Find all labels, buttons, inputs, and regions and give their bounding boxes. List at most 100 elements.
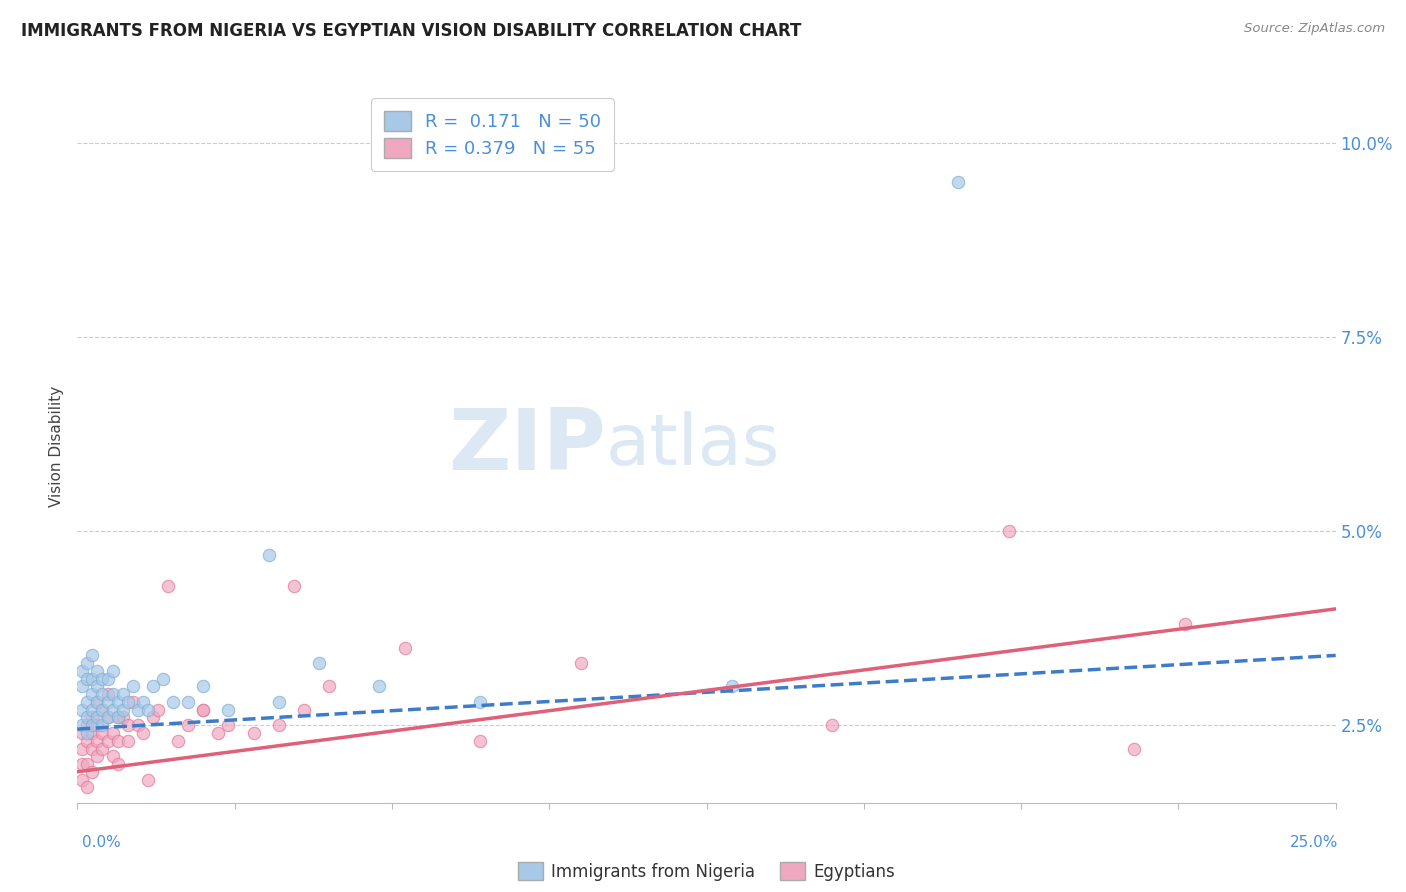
Point	[267, 695, 290, 709]
Point	[107, 757, 129, 772]
Point	[117, 733, 139, 747]
Text: IMMIGRANTS FROM NIGERIA VS EGYPTIAN VISION DISABILITY CORRELATION CHART: IMMIGRANTS FROM NIGERIA VS EGYPTIAN VISI…	[21, 22, 801, 40]
Point	[132, 726, 155, 740]
Point	[101, 687, 124, 701]
Point	[177, 695, 200, 709]
Point	[167, 733, 190, 747]
Point	[121, 695, 143, 709]
Point	[76, 733, 98, 747]
Point	[207, 726, 229, 740]
Text: ZIP: ZIP	[449, 404, 606, 488]
Point	[91, 703, 114, 717]
Point	[107, 710, 129, 724]
Point	[1123, 741, 1146, 756]
Point	[267, 718, 290, 732]
Point	[997, 524, 1019, 539]
Point	[468, 695, 491, 709]
Point	[101, 749, 124, 764]
Point	[117, 695, 139, 709]
Point	[76, 656, 98, 670]
Point	[76, 726, 98, 740]
Point	[308, 656, 330, 670]
Point	[569, 656, 592, 670]
Point	[72, 718, 94, 732]
Point	[72, 664, 94, 678]
Point	[111, 710, 134, 724]
Point	[86, 695, 108, 709]
Point	[121, 680, 143, 694]
Point	[82, 710, 104, 724]
Point	[82, 687, 104, 701]
Point	[101, 664, 124, 678]
Point	[91, 726, 114, 740]
Point	[72, 726, 94, 740]
Point	[82, 703, 104, 717]
Point	[394, 640, 416, 655]
Text: 25.0%: 25.0%	[1291, 836, 1339, 850]
Point	[91, 741, 114, 756]
Point	[257, 548, 280, 562]
Point	[72, 757, 94, 772]
Point	[720, 680, 742, 694]
Point	[111, 687, 134, 701]
Text: Source: ZipAtlas.com: Source: ZipAtlas.com	[1244, 22, 1385, 36]
Point	[1174, 617, 1197, 632]
Point	[177, 718, 200, 732]
Point	[142, 680, 165, 694]
Point	[91, 718, 114, 732]
Point	[101, 703, 124, 717]
Point	[86, 718, 108, 732]
Point	[292, 703, 315, 717]
Text: atlas: atlas	[606, 411, 780, 481]
Point	[76, 710, 98, 724]
Point	[91, 687, 114, 701]
Point	[76, 672, 98, 686]
Point	[142, 710, 165, 724]
Point	[111, 703, 134, 717]
Point	[82, 726, 104, 740]
Point	[948, 175, 970, 189]
Point	[136, 703, 159, 717]
Point	[127, 718, 149, 732]
Point	[217, 703, 239, 717]
Point	[76, 757, 98, 772]
Point	[96, 687, 118, 701]
Point	[96, 733, 118, 747]
Legend: Immigrants from Nigeria, Egyptians: Immigrants from Nigeria, Egyptians	[512, 855, 901, 888]
Point	[107, 695, 129, 709]
Point	[86, 733, 108, 747]
Point	[86, 695, 108, 709]
Point	[191, 680, 215, 694]
Point	[96, 710, 118, 724]
Point	[162, 695, 184, 709]
Point	[82, 764, 104, 779]
Point	[191, 703, 215, 717]
Point	[96, 710, 118, 724]
Point	[96, 695, 118, 709]
Y-axis label: Vision Disability: Vision Disability	[49, 385, 65, 507]
Point	[86, 749, 108, 764]
Point	[72, 772, 94, 787]
Point	[82, 718, 104, 732]
Point	[146, 703, 169, 717]
Point	[156, 579, 179, 593]
Point	[127, 703, 149, 717]
Point	[76, 695, 98, 709]
Point	[72, 680, 94, 694]
Point	[86, 680, 108, 694]
Point	[283, 579, 305, 593]
Point	[76, 718, 98, 732]
Point	[242, 726, 264, 740]
Point	[86, 664, 108, 678]
Point	[72, 703, 94, 717]
Point	[96, 672, 118, 686]
Point	[82, 648, 104, 663]
Point	[136, 772, 159, 787]
Point	[101, 726, 124, 740]
Point	[107, 710, 129, 724]
Point	[191, 703, 215, 717]
Point	[72, 741, 94, 756]
Point	[91, 703, 114, 717]
Point	[468, 733, 491, 747]
Point	[368, 680, 391, 694]
